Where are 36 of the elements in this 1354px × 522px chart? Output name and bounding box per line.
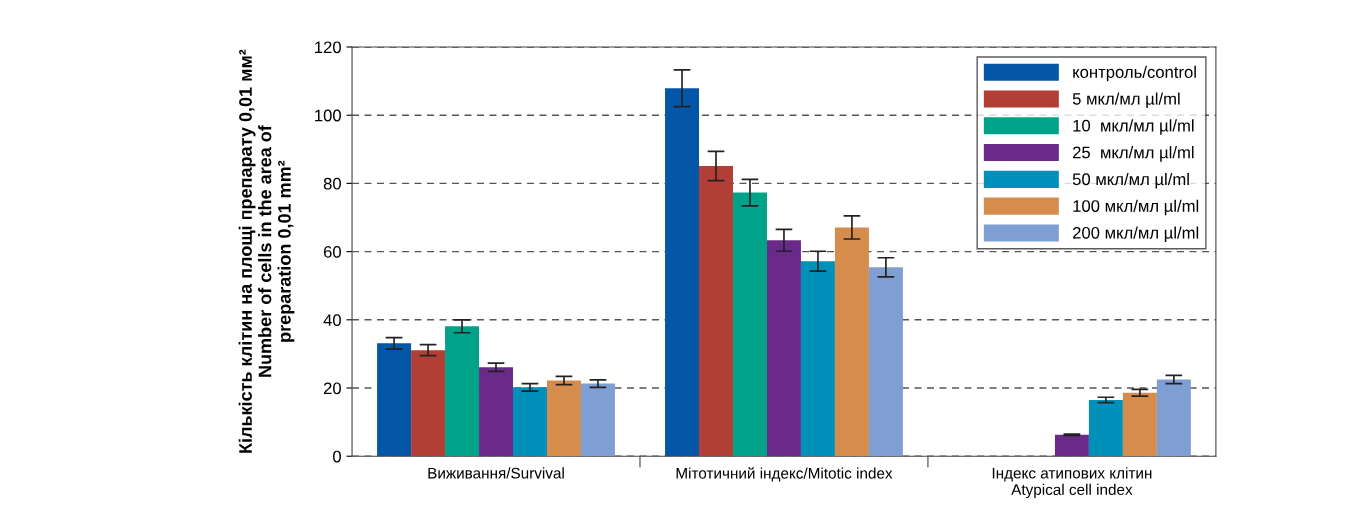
bar — [377, 343, 412, 457]
legend-label: 100 мкл/мл µl/ml — [1073, 199, 1199, 216]
x-tick-label: Індекс атипових клітин Atypical cell index — [992, 467, 1152, 499]
bar — [411, 350, 446, 457]
bar — [766, 240, 801, 457]
bar — [733, 192, 767, 457]
y-tick-label: 40 — [323, 314, 341, 327]
x-tick-label: Виживання/Survival — [428, 467, 564, 479]
bar — [445, 326, 480, 457]
bar — [699, 166, 733, 457]
legend-label: контроль/control — [1073, 65, 1196, 82]
bar — [800, 261, 835, 457]
legend-label: 25 мкл/мл µl/ml — [1073, 146, 1194, 162]
bar — [1122, 392, 1157, 457]
y-tick-label: 20 — [323, 382, 341, 395]
legend-label: 200 мкл/мл µl/ml — [1073, 226, 1199, 243]
bar — [1054, 434, 1089, 457]
y-axis-title: Кількість клітин на площі препарату 0,01 мм² Number of cells in the area of preparation 0,01 mm² — [238, 49, 295, 453]
bar — [546, 380, 581, 457]
y-tick-label: 60 — [323, 246, 341, 258]
bar — [513, 387, 547, 457]
legend-label: 50 мкл/мл µl/ml — [1072, 172, 1189, 189]
legend-label: 10 мкл/мл µl/ml — [1073, 119, 1194, 135]
bar — [479, 367, 513, 457]
bar — [868, 267, 903, 457]
bar — [580, 383, 615, 457]
y-tick-label: 120 — [315, 41, 341, 54]
y-tick-label: 0 — [333, 450, 341, 463]
y-tick-label: 80 — [323, 177, 341, 190]
bar — [1156, 379, 1191, 457]
bar — [1088, 399, 1123, 457]
bar — [665, 88, 700, 457]
x-tick-label: Мітотичний індекс/Mitotic index — [676, 467, 893, 482]
legend-label: 5 мкл/мл µl/ml — [1072, 92, 1180, 109]
bar — [834, 227, 869, 457]
y-tick-label: 100 — [315, 109, 341, 122]
